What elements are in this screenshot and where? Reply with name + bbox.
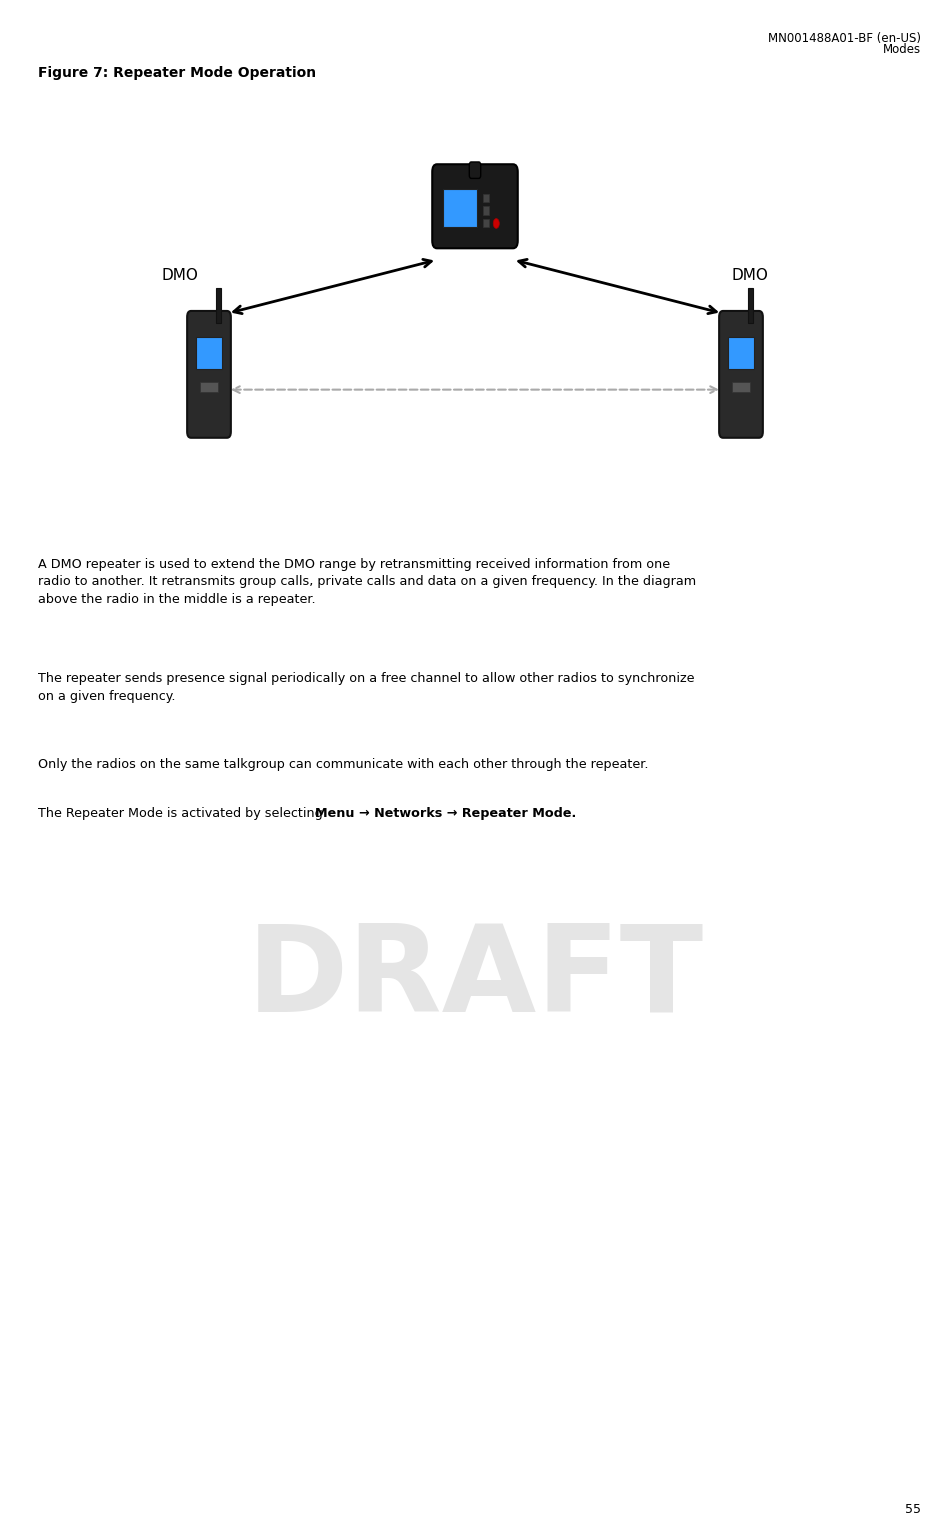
Bar (483, 219, 488, 228)
Bar (217, 289, 220, 322)
Text: DMO: DMO (732, 267, 769, 283)
FancyBboxPatch shape (432, 163, 518, 249)
Text: Modes: Modes (884, 43, 921, 57)
Text: MN001488A01-BF (en-US): MN001488A01-BF (en-US) (769, 32, 922, 46)
Bar (732, 382, 750, 391)
FancyBboxPatch shape (719, 312, 763, 439)
Bar (200, 382, 218, 391)
Text: Only the radios on the same talkgroup can communicate with each other through th: Only the radios on the same talkgroup ca… (38, 758, 649, 772)
FancyBboxPatch shape (469, 162, 481, 179)
Bar (443, 189, 477, 228)
Text: A DMO repeater is used to extend the DMO range by retransmitting received inform: A DMO repeater is used to extend the DMO… (38, 558, 696, 605)
Circle shape (493, 219, 500, 228)
Text: Figure 7: Repeater Mode Operation: Figure 7: Repeater Mode Operation (38, 66, 316, 79)
Bar (729, 336, 753, 368)
Text: Menu → Networks → Repeater Mode.: Menu → Networks → Repeater Mode. (315, 807, 577, 821)
Bar (197, 336, 221, 368)
Text: The repeater sends presence signal periodically on a free channel to allow other: The repeater sends presence signal perio… (38, 672, 694, 703)
Bar (483, 206, 488, 214)
Text: DRAFT: DRAFT (246, 920, 704, 1036)
Text: DMO: DMO (162, 267, 199, 283)
Bar (749, 289, 752, 322)
Bar (483, 194, 488, 202)
Text: The Repeater Mode is activated by selecting: The Repeater Mode is activated by select… (38, 807, 327, 821)
Text: 55: 55 (905, 1502, 921, 1516)
FancyBboxPatch shape (187, 312, 231, 439)
